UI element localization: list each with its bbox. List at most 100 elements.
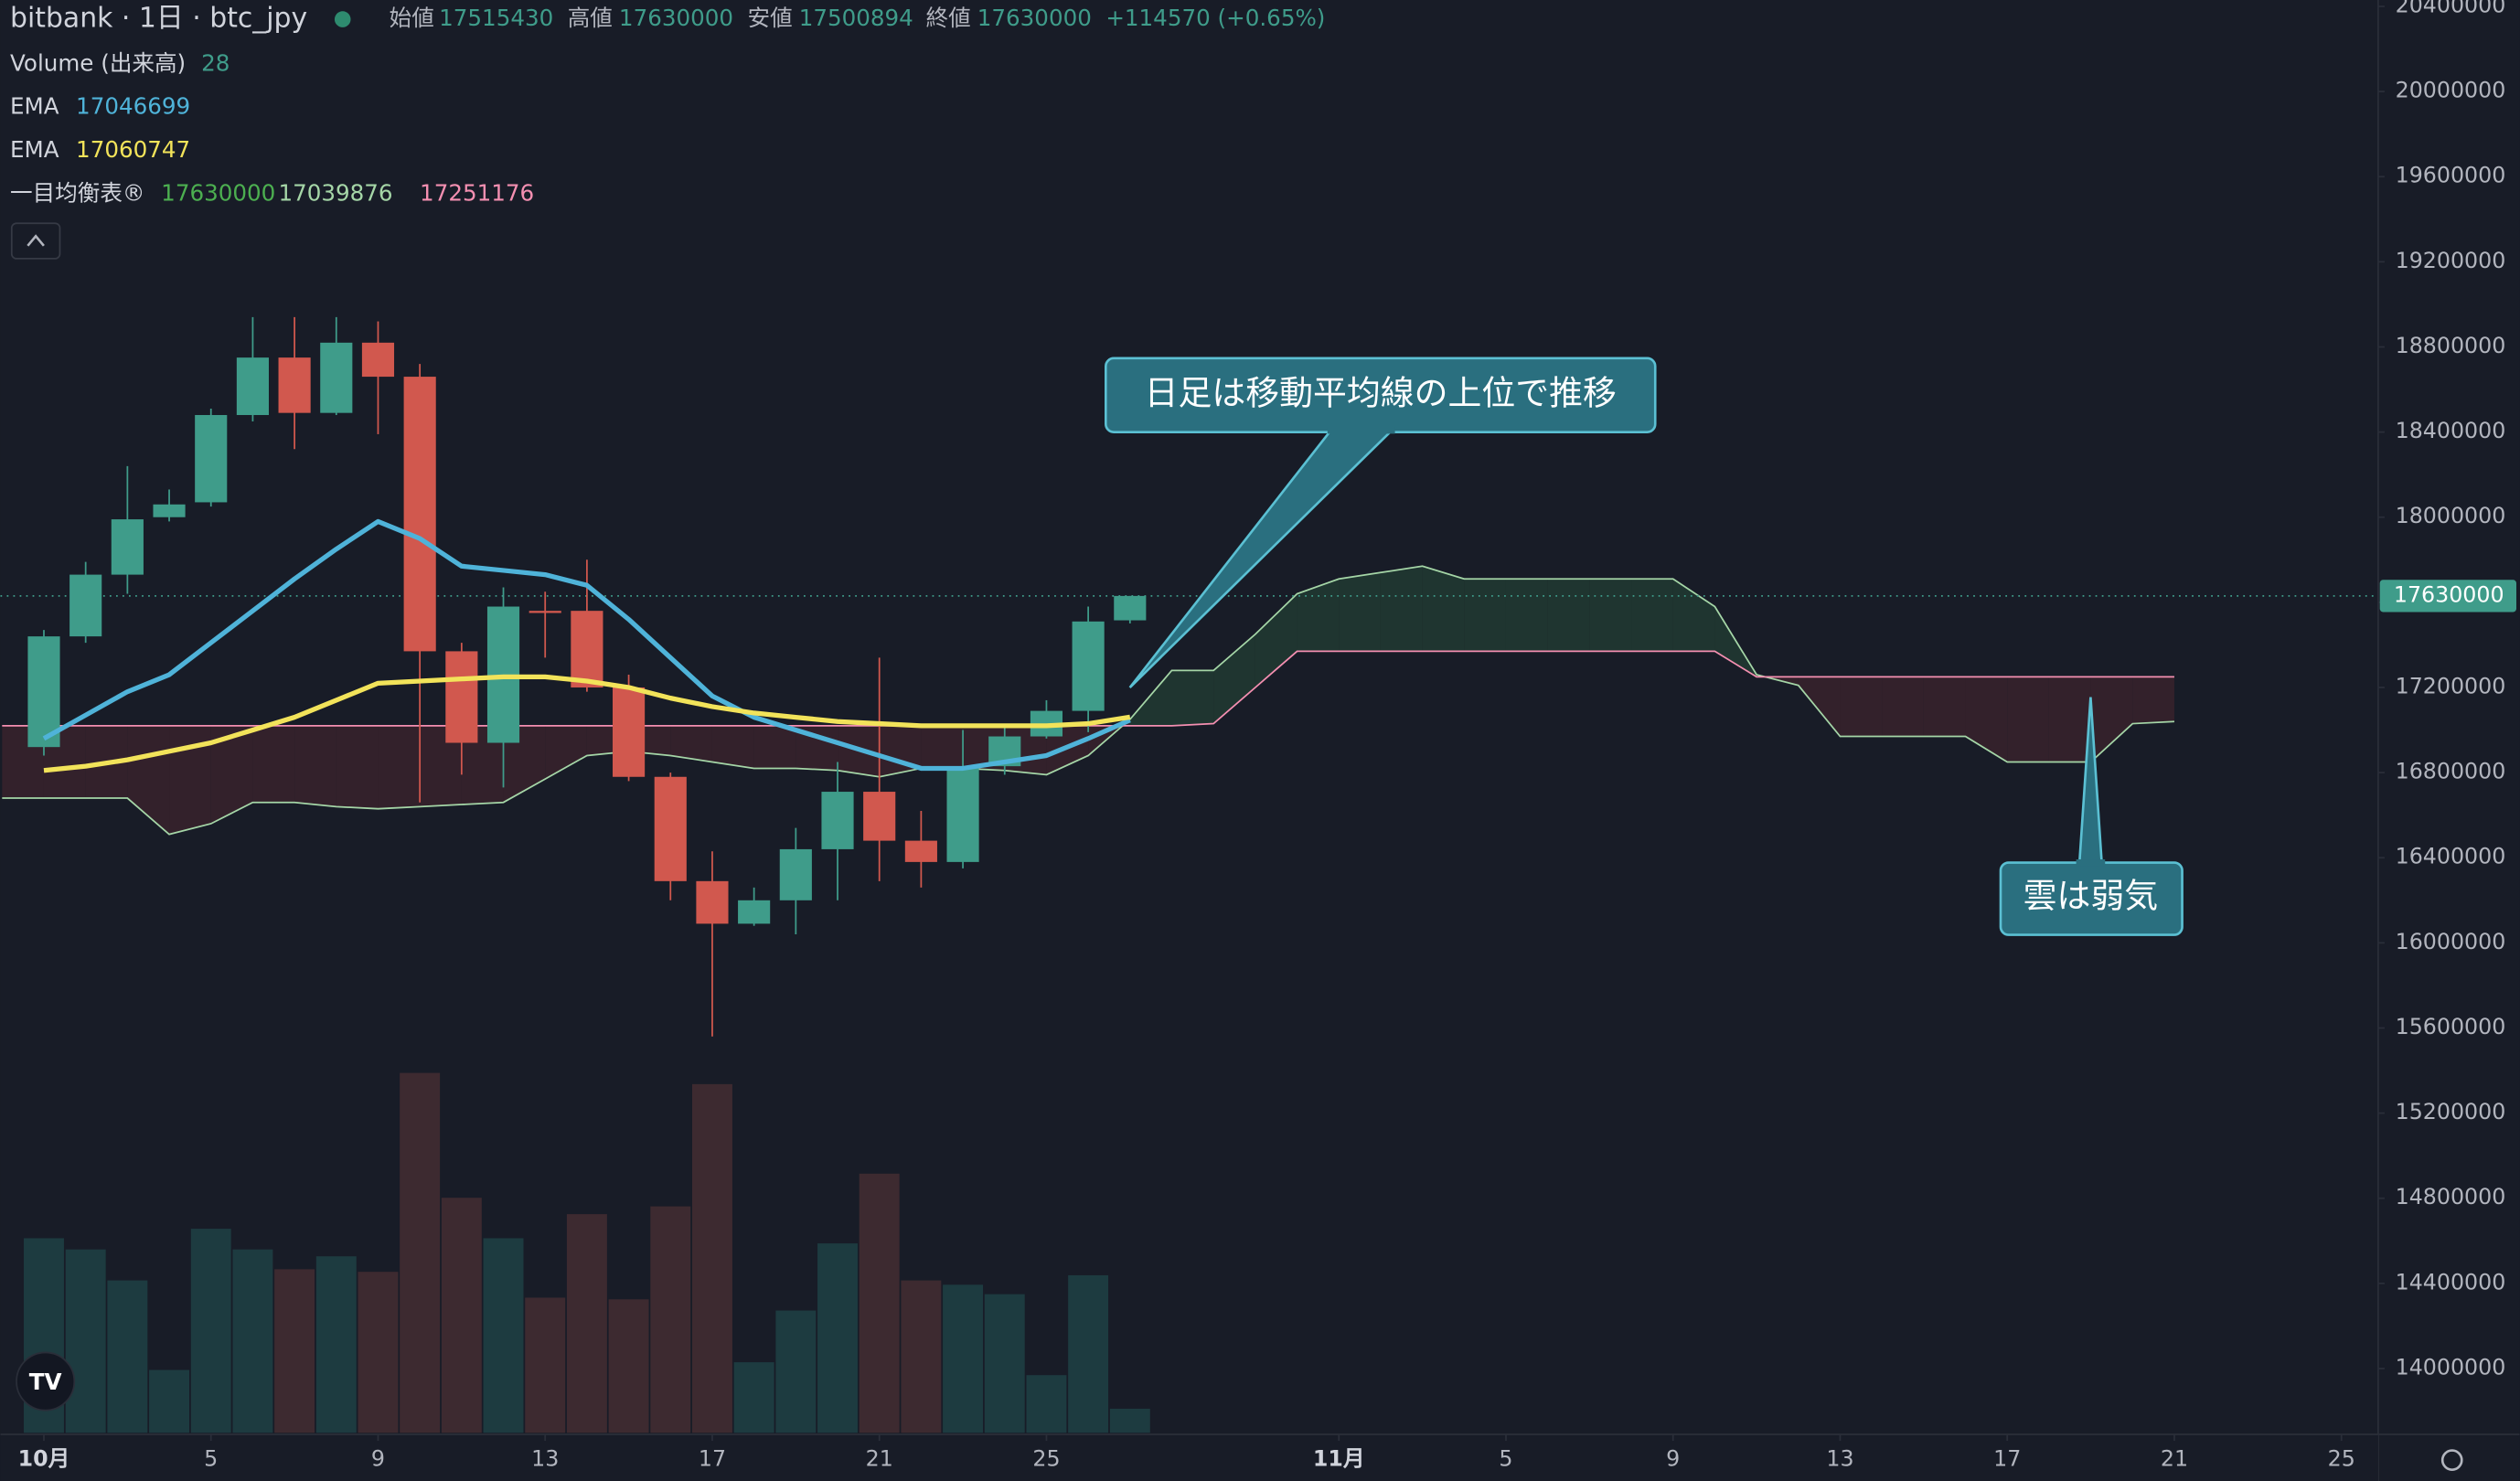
chart-title: bitbank · 1日 · btc_jpy (10, 3, 307, 35)
cloud-segment (1589, 579, 1632, 652)
cloud-segment (1297, 579, 1340, 652)
ohlc-label: 終値 (926, 5, 971, 31)
y-tick-label: 19600000 (2396, 163, 2506, 188)
cloud-segment (503, 725, 546, 803)
ohlc-value: 17630000 (977, 5, 1092, 31)
cloud-segment (1547, 579, 1590, 652)
volume-bar (107, 1280, 148, 1433)
candle-body (445, 651, 478, 743)
ohlc-value: 17515430 (439, 5, 553, 31)
logo-mark: TV (29, 1369, 62, 1395)
logo[interactable] (16, 1351, 76, 1412)
y-tick-label: 15600000 (2396, 1014, 2506, 1039)
ohlc-label: 高値 (568, 5, 613, 31)
candle-body (571, 611, 603, 687)
y-tick-label: 16800000 (2396, 759, 2506, 784)
cloud-segment (1213, 634, 1255, 724)
volume-bar (315, 1256, 357, 1433)
y-tick-label: 18400000 (2396, 418, 2506, 443)
ohlc-value: 17500894 (799, 5, 913, 31)
cloud-segment (1798, 677, 1841, 737)
candle-body (904, 840, 937, 862)
volume-bar (691, 1083, 732, 1433)
volume-bar (190, 1229, 231, 1433)
volume-bar (441, 1198, 482, 1433)
annotation: 日足は移動平均線の上位で推移 (1145, 374, 1617, 413)
cloud-segment (1840, 677, 1883, 737)
y-tick-label: 14400000 (2396, 1269, 2506, 1295)
candle-body (69, 574, 102, 637)
volume-bar (65, 1249, 106, 1433)
volume-bar (400, 1072, 441, 1433)
settings-icon[interactable] (2440, 1449, 2463, 1472)
volume-bar (566, 1214, 607, 1433)
cloud-segment (2090, 677, 2133, 762)
x-tick-label: 21 (866, 1446, 893, 1472)
legend-value: 17251176 (420, 180, 534, 207)
cloud-segment (1631, 579, 1673, 652)
cloud-segment (294, 725, 336, 807)
ema-line (42, 518, 1131, 772)
y-tick-label: 17200000 (2396, 673, 2506, 698)
cloud-segment (1672, 579, 1715, 652)
cloud-segment (2132, 677, 2174, 724)
candle-body (946, 766, 979, 862)
volume-bar (775, 1310, 817, 1433)
candle-body (1072, 621, 1105, 711)
volume-bar (358, 1272, 399, 1433)
x-tick-label: 13 (1826, 1446, 1853, 1472)
collapse-button[interactable] (10, 222, 61, 260)
y-tick-label: 14800000 (2396, 1184, 2506, 1209)
ohlc-value: 17630000 (619, 5, 733, 31)
volume-bar (650, 1206, 691, 1433)
x-tick-label: 21 (2161, 1446, 2188, 1472)
y-tick-label: 18800000 (2396, 333, 2506, 358)
x-tick-label: 11月 (1313, 1446, 1365, 1472)
candle-body (779, 848, 812, 900)
x-tick-label: 13 (531, 1446, 559, 1472)
ohlc-label: 始値 (390, 5, 434, 31)
cloud-segment (670, 725, 712, 762)
legend-value: 17060747 (76, 136, 190, 163)
x-tick-label: 25 (2328, 1446, 2355, 1472)
candle-body (320, 342, 353, 413)
volume-bar (1109, 1408, 1150, 1433)
y-tick-label: 20400000 (2396, 0, 2506, 17)
candle-body (696, 880, 729, 924)
x-tick-label: 5 (204, 1446, 218, 1472)
cloud-segment (1505, 579, 1548, 652)
candle-body (403, 377, 436, 652)
callout-joint (2076, 859, 2106, 867)
cloud-segment (711, 725, 754, 769)
candle-body (613, 687, 646, 777)
y-tick-label: 16400000 (2396, 844, 2506, 869)
legend-value: 17046699 (76, 93, 190, 120)
y-tick-label: 20000000 (2396, 78, 2506, 103)
cloud-segment (1129, 670, 1172, 726)
cloud-segment (169, 725, 211, 835)
volume-bar (1026, 1375, 1067, 1433)
candle-body (529, 611, 561, 613)
legend-value: 28 (201, 49, 230, 76)
x-tick-label: 9 (1666, 1446, 1680, 1472)
cloud-segment (1255, 593, 1297, 687)
cloud-segment (2007, 677, 2049, 762)
volume-bar (274, 1269, 315, 1433)
legend-value: 17039876 (278, 180, 392, 207)
x-tick-label: 17 (699, 1446, 726, 1472)
legend-name: EMA (10, 136, 59, 163)
y-tick-label: 18000000 (2396, 503, 2506, 528)
last-price-label: 17630000 (2394, 581, 2504, 607)
candle-body (111, 519, 144, 575)
cloud-segment (336, 725, 379, 809)
x-tick-label: 17 (1993, 1446, 2021, 1472)
ema-line (43, 674, 1131, 773)
legend-name: EMA (10, 93, 59, 120)
cloud-segment (921, 725, 964, 769)
ichimoku-span-a (2, 565, 2174, 836)
volume-bar (984, 1294, 1025, 1433)
y-tick-label: 19200000 (2396, 248, 2506, 273)
cloud-segment (1046, 725, 1089, 775)
x-tick-label: 25 (1032, 1446, 1060, 1472)
